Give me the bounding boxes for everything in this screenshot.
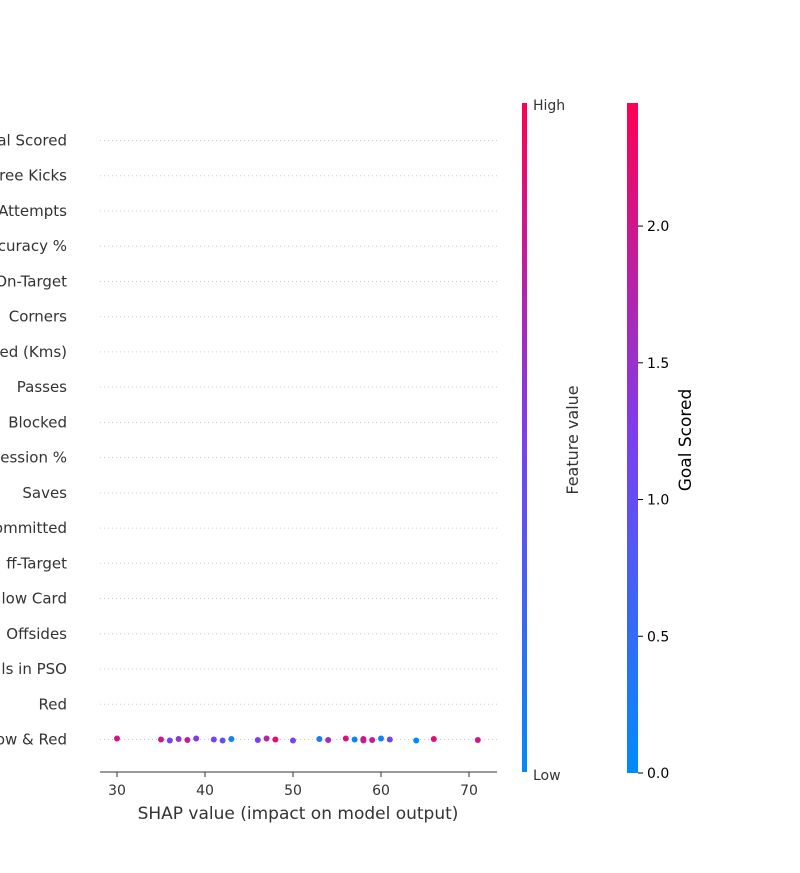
shap-point	[184, 737, 191, 743]
goal-scored-colorbar: 0.0 0.5 1.0 1.5 2.0 Goal Scored	[627, 103, 696, 782]
feature-label: ree Kicks	[0, 167, 67, 185]
shap-point	[158, 736, 164, 743]
feature-label: al Scored	[0, 132, 67, 150]
shap-point	[378, 735, 384, 742]
shap-point	[474, 737, 481, 743]
feature-value-colorbar-bar	[522, 103, 527, 772]
x-tick-label: 30	[108, 783, 126, 799]
feature-label: curacy %	[0, 237, 67, 255]
x-axis-label: SHAP value (impact on model output)	[138, 804, 459, 824]
colorbar-tick-label: 1.5	[647, 356, 669, 372]
feature-label: Red	[39, 695, 68, 713]
goal-scored-colorbar-ticks: 0.0 0.5 1.0 1.5 2.0	[638, 219, 669, 782]
feature-label: Passes	[17, 378, 67, 396]
shap-point	[386, 736, 393, 743]
feature-label: ed (Kms)	[0, 343, 67, 361]
shap-point	[254, 737, 261, 743]
shap-point	[360, 736, 367, 742]
feature-rows: al Scored ree Kicks Attempts curacy % On-Tar…	[0, 132, 497, 749]
feature-label: Offsides	[6, 625, 67, 643]
feature-label: ession %	[0, 449, 67, 467]
colorbar-tick-label: 2.0	[647, 219, 669, 235]
shap-point	[228, 736, 235, 742]
shap-point	[413, 737, 420, 744]
shap-point	[219, 737, 226, 744]
goal-scored-colorbar-bar	[627, 103, 638, 773]
shap-point	[114, 735, 120, 742]
colorbar-tick-label: 0.0	[647, 766, 669, 782]
shap-point	[342, 735, 349, 742]
x-ticks: 30 40 50 60 70	[108, 772, 478, 799]
feature-label: On-Target	[0, 272, 67, 290]
feature-label: ommitted	[0, 519, 67, 537]
colorbar-goal-scored-label: Goal Scored	[676, 389, 696, 492]
feature-label: Attempts	[0, 202, 67, 220]
feature-label: Blocked	[8, 413, 67, 431]
feature-label: ff-Target	[6, 554, 67, 572]
feature-label: Saves	[22, 484, 67, 502]
shap-point	[430, 736, 437, 742]
colorbar-feature-value-label: Feature value	[563, 385, 582, 494]
x-tick-label: 40	[196, 783, 214, 799]
shap-point	[166, 737, 173, 744]
shap-point	[316, 736, 323, 742]
shap-point	[210, 736, 217, 743]
colorbar-high-label: High	[533, 98, 565, 114]
shap-point	[290, 737, 296, 744]
shap-point	[175, 736, 182, 742]
x-axis: 30 40 50 60 70 SHAP value (impact on model o…	[100, 771, 497, 824]
colorbar-tick-label: 0.5	[647, 629, 669, 645]
shap-point	[193, 735, 200, 742]
shap-point	[325, 737, 332, 743]
x-tick-label: 70	[460, 783, 478, 799]
feature-label: Corners	[9, 308, 67, 326]
x-tick-label: 50	[284, 783, 302, 799]
shap-point	[369, 737, 376, 743]
x-tick-label: 60	[372, 783, 390, 799]
shap-points	[114, 735, 481, 744]
colorbar-low-label: Low	[533, 768, 561, 784]
feature-label: ls in PSO	[1, 660, 67, 678]
feature-label: ow & Red	[0, 731, 67, 749]
feature-label: low Card	[2, 590, 67, 608]
shap-point	[351, 736, 358, 743]
colorbar-tick-label: 1.0	[647, 493, 669, 509]
shap-point	[263, 735, 270, 742]
feature-value-colorbar: High Low Feature value	[522, 98, 582, 784]
shap-point	[272, 736, 279, 743]
